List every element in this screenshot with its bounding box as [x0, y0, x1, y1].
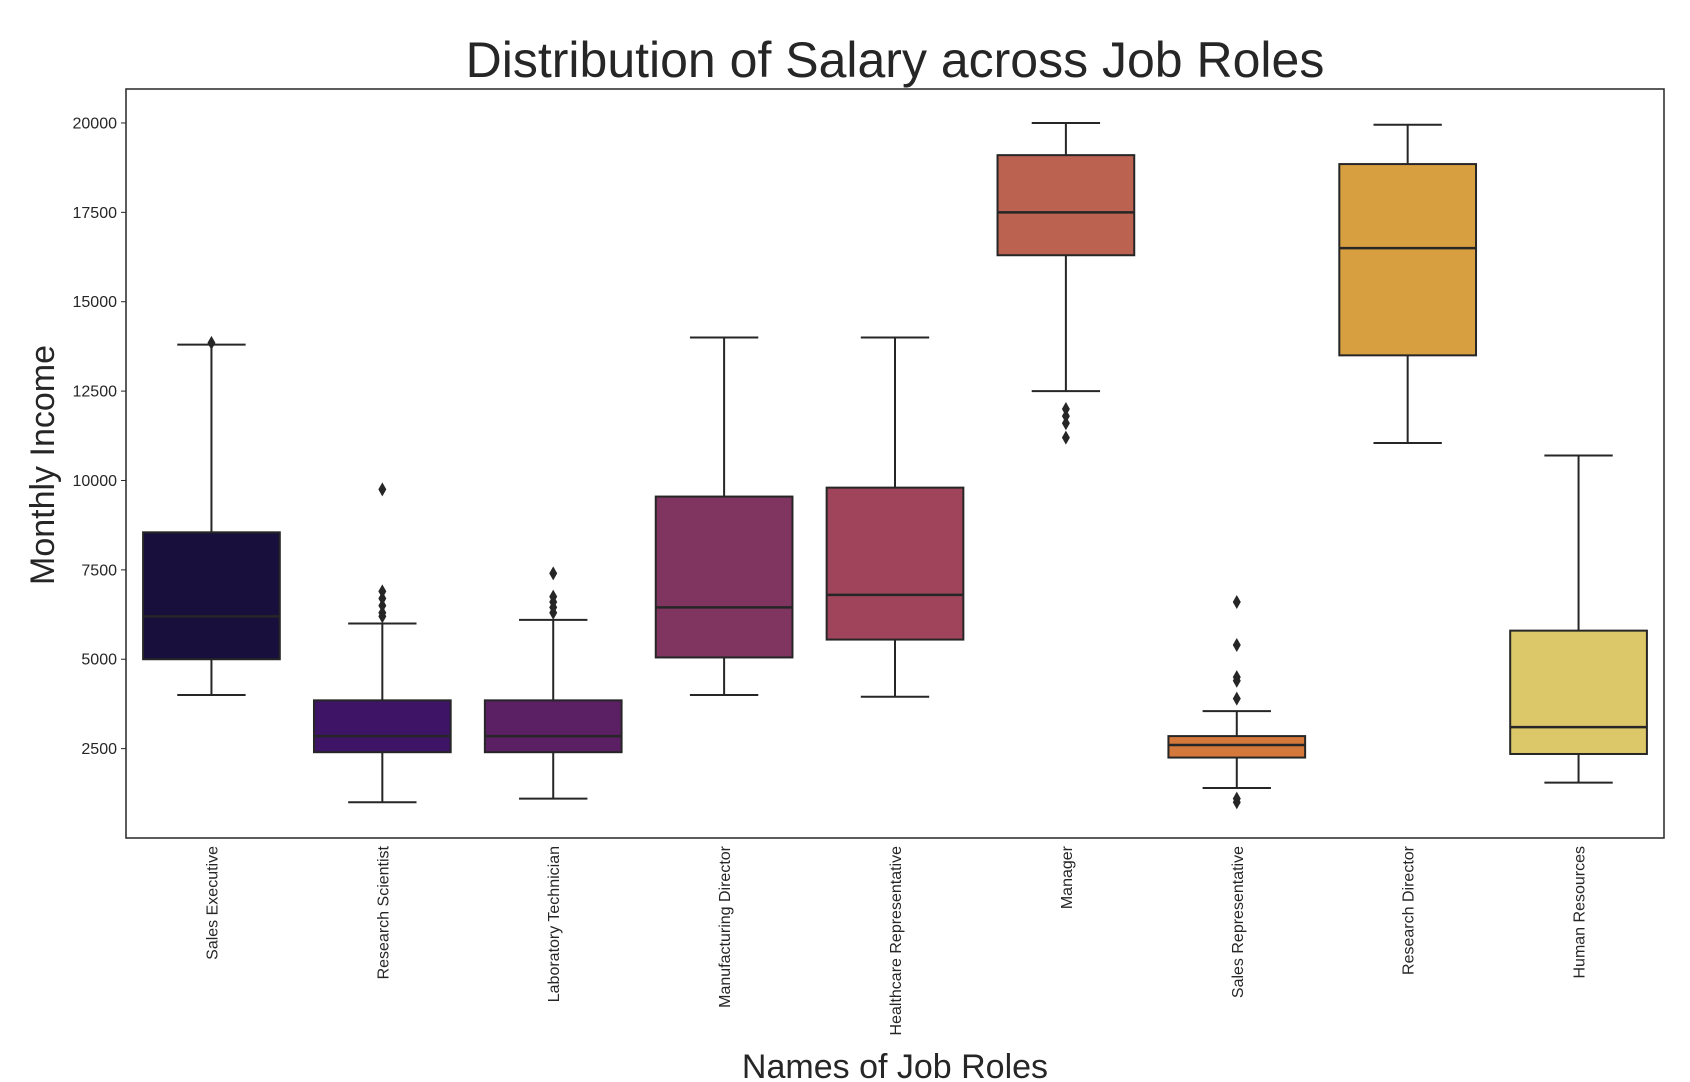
y-axis-label: Monthly Income [24, 345, 62, 585]
plot-area-frame [125, 88, 1665, 839]
box-group [1167, 595, 1307, 810]
box-group [996, 121, 1136, 445]
outlier-point [1232, 637, 1241, 652]
box-group [654, 336, 794, 696]
box-group [825, 336, 965, 698]
x-axis-label: Names of Job Roles [742, 1048, 1048, 1082]
chart-title: Distribution of Salary across Job Roles [466, 32, 1325, 88]
y-tick-label: 20000 [73, 115, 118, 132]
y-tick-label: 2500 [81, 741, 117, 758]
outlier-point [1061, 401, 1070, 416]
iqr-box [996, 154, 1136, 257]
box-group [142, 335, 281, 696]
x-tick-label: Sales Executive [204, 846, 221, 960]
outlier-point [1232, 670, 1241, 685]
box-series [142, 121, 1648, 810]
y-tick-label: 12500 [73, 384, 118, 401]
x-tick-label: Manager [1059, 845, 1076, 909]
outlier-point [1232, 595, 1241, 610]
x-tick-label: Research Scientist [375, 845, 392, 979]
x-tick-label: Laboratory Technician [546, 846, 563, 1002]
y-tick-label: 17500 [73, 205, 118, 222]
outlier-point [1061, 430, 1070, 445]
box-group [1338, 123, 1478, 444]
iqr-box [142, 531, 281, 661]
y-axis-ticks: 2500 5000 7500 10000 12500 15000 17500 20000 [73, 115, 126, 758]
outlier-point [1061, 416, 1070, 431]
x-tick-label: Healthcare Representative [888, 846, 905, 1036]
outlier-point [1061, 409, 1070, 424]
x-tick-label: Research Director [1401, 845, 1418, 975]
iqr-box [1167, 735, 1307, 759]
box-group [312, 482, 452, 804]
x-tick-label: Human Resources [1572, 846, 1589, 979]
outlier-point [378, 584, 387, 599]
outlier-point [378, 605, 387, 620]
x-tick-label: Manufacturing Director [717, 845, 734, 1008]
outlier-point [1232, 791, 1241, 806]
outlier-point [549, 589, 558, 604]
iqr-box [483, 699, 623, 754]
x-axis-ticks: Sales Executive Research Scientist Laborat… [204, 845, 1588, 1035]
y-tick-label: 5000 [81, 652, 117, 669]
iqr-box [312, 699, 452, 754]
iqr-box [825, 486, 965, 641]
outlier-point [378, 598, 387, 613]
iqr-box [654, 495, 794, 659]
outlier-point [1232, 691, 1241, 706]
y-tick-label: 10000 [73, 473, 118, 490]
outlier-point [378, 591, 387, 606]
outlier-point [378, 482, 387, 497]
iqr-box [1509, 629, 1648, 755]
box-group [1509, 454, 1648, 784]
outlier-point [549, 566, 558, 581]
outlier-point [207, 335, 216, 350]
x-tick-label: Sales Representative [1230, 846, 1247, 998]
y-tick-label: 7500 [81, 562, 117, 579]
box-group [483, 566, 623, 800]
y-tick-label: 15000 [73, 294, 118, 311]
iqr-box [1338, 163, 1478, 357]
